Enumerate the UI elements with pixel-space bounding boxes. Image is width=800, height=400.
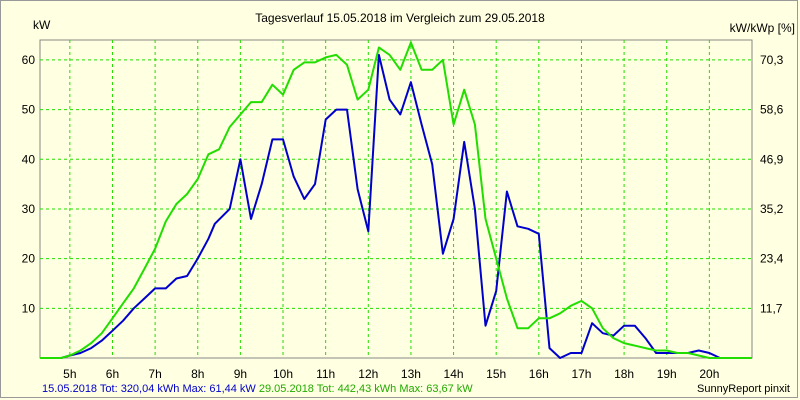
x-tick-label: 15h [486,367,506,381]
x-tick-label: 6h [106,367,119,381]
y-tick-label-right: 35,2 [760,202,784,216]
y-tick-label-right: 70,3 [760,53,784,67]
series1-summary: 15.05.2018 Tot: 320,04 kWh Max: 61,44 kW [42,383,256,395]
chart-footer: 15.05.2018 Tot: 320,04 kWh Max: 61,44 kW… [42,383,473,395]
y-axis-right-label: kW/kWp [%] [729,21,795,35]
x-tick-label: 9h [234,367,247,381]
series-line-2 [40,41,752,359]
y-tick-label-left: 30 [22,202,36,216]
x-tick-label: 18h [614,367,634,381]
x-tick-label: 13h [401,367,421,381]
chart-title: Tagesverlauf 15.05.2018 im Vergleich zum… [255,11,545,25]
x-tick-label: 11h [316,367,335,381]
x-tick-label: 10h [273,367,293,381]
series2-summary: 29.05.2018 Tot: 442,43 kWh Max: 63,67 kW [258,383,473,395]
x-tick-label: 20h [699,367,719,381]
y-axis-left-label: kW [33,18,51,32]
x-tick-label: 14h [444,367,464,381]
y-tick-label-right: 46,9 [760,152,784,166]
y-tick-label-left: 50 [22,103,36,117]
y-tick-label-left: 60 [22,53,36,67]
credit-label: SunnyReport pinxit [697,383,790,395]
x-tick-label: 7h [148,367,161,381]
y-tick-label-right: 58,6 [760,103,784,117]
x-tick-label: 19h [657,367,677,381]
x-tick-label: 16h [529,367,549,381]
y-tick-label-left: 40 [22,152,36,166]
x-tick-label: 12h [358,367,378,381]
series-line-1 [40,53,752,359]
y-tick-label-left: 10 [22,301,36,315]
y-tick-label-right: 11,7 [760,301,783,315]
y-tick-label-left: 20 [22,252,36,266]
y-tick-label-right: 23,4 [760,252,784,266]
x-tick-label: 8h [191,367,204,381]
x-tick-label: 5h [63,367,76,381]
x-tick-label: 17h [571,367,591,381]
plot-area [39,39,753,359]
